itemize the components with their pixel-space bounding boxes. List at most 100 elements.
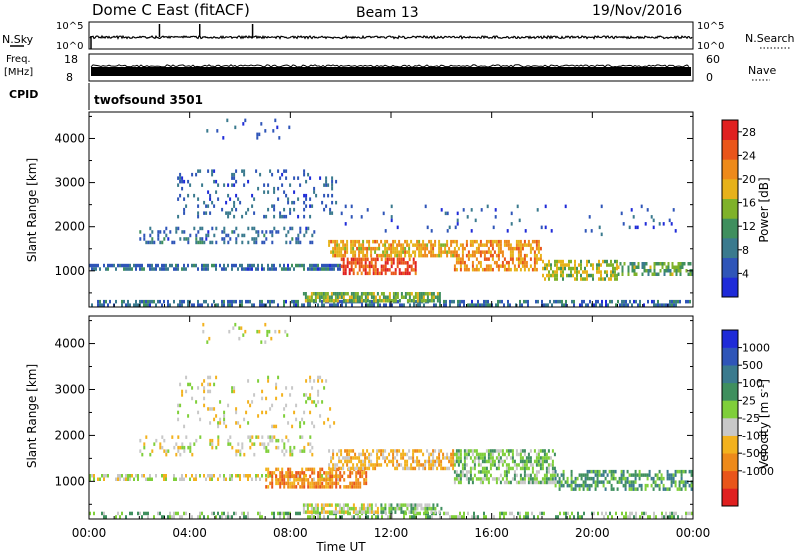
heatmap-cell: [426, 243, 429, 247]
heatmap-cell: [243, 515, 245, 519]
heatmap-cell: [223, 414, 226, 418]
heatmap-cell: [348, 261, 351, 265]
heatmap-cell: [225, 424, 228, 429]
heatmap-cell: [503, 511, 505, 516]
heatmap-cell: [555, 515, 557, 519]
heatmap-cell: [283, 263, 285, 268]
heatmap-cell: [261, 389, 264, 394]
heatmap-cell: [564, 480, 567, 484]
heatmap-cell: [139, 230, 142, 234]
heatmap-cell: [205, 204, 208, 208]
heatmap-cell: [618, 480, 621, 484]
heatmap-cell: [95, 267, 97, 271]
heatmap-cell: [293, 474, 296, 479]
heatmap-cell: [535, 267, 538, 272]
heatmap-cell: [485, 257, 488, 261]
heatmap-cell: [438, 459, 441, 464]
heatmap-cell: [239, 474, 241, 478]
heatmap-cell: [560, 480, 563, 484]
heatmap-cell: [665, 265, 668, 269]
heatmap-cell: [377, 515, 379, 519]
heatmap-cell: [358, 239, 361, 244]
heatmap-cell: [320, 506, 323, 511]
heatmap-cell: [223, 474, 225, 478]
heatmap-cell: [609, 511, 611, 516]
heatmap-cell: [275, 396, 278, 401]
heatmap-cell: [388, 243, 391, 247]
heatmap-cell: [404, 463, 407, 467]
colorbar-tick-label: 12: [742, 220, 756, 233]
heatmap-cell: [414, 253, 417, 258]
heatmap-cell: [643, 269, 646, 273]
heatmap-cell: [261, 410, 264, 415]
heatmap-cell: [515, 449, 518, 453]
heatmap-cell: [511, 466, 514, 471]
heatmap-cell: [481, 267, 484, 272]
heatmap-cell: [179, 303, 181, 307]
heatmap-cell: [541, 449, 544, 453]
heatmap-cell: [203, 200, 206, 205]
heatmap-cell: [358, 510, 361, 514]
heatmap-cell: [602, 473, 605, 477]
heatmap-cell: [660, 476, 663, 481]
heatmap-cell: [408, 264, 411, 269]
heatmap-cell: [295, 474, 298, 479]
heatmap-cell: [655, 515, 657, 519]
heatmap-cell: [281, 449, 284, 453]
heatmap-cell: [396, 452, 399, 457]
heatmap-cell: [211, 172, 214, 177]
heatmap-cell: [209, 240, 212, 245]
heatmap-cell: [289, 183, 292, 187]
heatmap-cell: [469, 466, 472, 471]
heatmap-cell: [348, 268, 351, 272]
heatmap-cell: [650, 483, 653, 488]
heatmap-cell: [408, 243, 411, 247]
heatmap-cell: [499, 459, 502, 464]
heatmap-cell: [509, 456, 512, 460]
heatmap-cell: [507, 243, 510, 247]
heatmap-cell: [145, 477, 147, 481]
heatmap-cell: [426, 503, 429, 507]
heatmap-cell: [237, 267, 239, 271]
heatmap-cell: [584, 270, 586, 274]
heatmap-cell: [633, 265, 636, 269]
heatmap-cell: [626, 480, 629, 484]
freq-trace: [90, 64, 691, 76]
heatmap-cell: [644, 222, 647, 226]
heatmap-cell: [355, 474, 358, 479]
heatmap-cell: [323, 485, 326, 489]
heatmap-cell: [365, 481, 368, 486]
heatmap-cell: [511, 449, 514, 453]
heatmap-cell: [242, 333, 245, 337]
heatmap-cell: [494, 215, 497, 219]
heatmap-cell: [529, 243, 532, 247]
heatmap-cell: [316, 506, 319, 511]
heatmap-cell: [165, 449, 168, 453]
heatmap-cell: [237, 442, 240, 446]
heatmap-cell: [330, 295, 333, 299]
heatmap-cell: [668, 476, 671, 481]
heatmap-cell: [334, 503, 337, 507]
heatmap-cell: [423, 511, 425, 516]
heatmap-cell: [376, 292, 379, 296]
heatmap-cell: [670, 483, 673, 488]
heatmap-cell: [473, 449, 476, 453]
heatmap-cell: [360, 463, 363, 467]
heatmap-cell: [209, 474, 211, 478]
heatmap-cell: [644, 487, 647, 491]
heatmap-cell: [684, 469, 687, 474]
heatmap-cell: [175, 230, 178, 234]
heatmap-cell: [499, 511, 501, 516]
heatmap-cell: [380, 506, 383, 511]
heatmap-cell: [636, 225, 639, 230]
heatmap-cell: [99, 477, 101, 481]
heatmap-cell: [197, 230, 200, 234]
heatmap-cell: [675, 269, 678, 273]
heatmap-cell: [319, 414, 322, 418]
heatmap-cell: [372, 239, 375, 244]
heatmap-cell: [345, 485, 348, 489]
heatmap-cell: [404, 239, 407, 244]
heatmap-cell: [352, 456, 355, 460]
heatmap-cell: [547, 477, 550, 481]
heatmap-cell: [370, 250, 373, 254]
